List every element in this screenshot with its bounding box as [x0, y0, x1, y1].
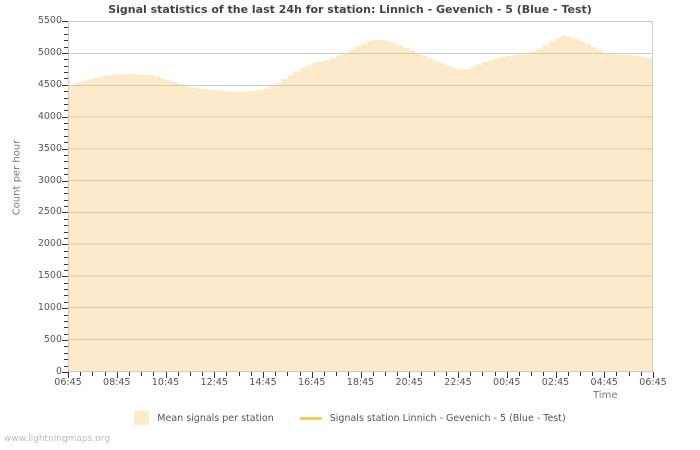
- legend-label: Signals station Linnich - Gevenich - 5 (…: [329, 412, 566, 424]
- x-axis-minor-tick: [238, 372, 240, 376]
- y-tick-label: 3500: [37, 142, 62, 154]
- x-axis-minor-tick: [445, 372, 447, 376]
- y-tick-label: 0: [55, 366, 62, 377]
- x-axis-minor-tick: [397, 372, 399, 376]
- x-axis-minor-tick: [287, 372, 289, 376]
- legend-item[interactable]: Signals station Linnich - Gevenich - 5 (…: [299, 412, 566, 424]
- x-axis-minor-tick: [323, 372, 325, 376]
- x-tick-label: 06:45: [639, 377, 667, 388]
- x-axis-minor-tick: [592, 372, 594, 376]
- x-axis-minor-tick: [128, 372, 130, 376]
- legend-area-swatch: [134, 411, 150, 425]
- x-axis-minor-tick: [202, 372, 204, 376]
- x-axis-minor-tick: [518, 372, 520, 376]
- legend-label: Mean signals per station: [157, 412, 274, 424]
- x-tick-label: 20:45: [395, 377, 423, 388]
- series-area-mean-signals: [69, 35, 652, 371]
- x-axis-minor-tick: [640, 372, 642, 376]
- y-axis-title: Count per hour: [11, 139, 23, 216]
- x-axis-minor-tick: [482, 372, 484, 376]
- x-tick-label: 14:45: [249, 377, 277, 388]
- x-axis-minor-tick: [384, 372, 386, 376]
- x-tick-label: 04:45: [590, 377, 618, 388]
- x-axis-minor-tick: [189, 372, 191, 376]
- y-tick-label: 4500: [37, 78, 62, 90]
- x-axis-minor-tick: [299, 372, 301, 376]
- y-tick-label: 2500: [37, 206, 62, 218]
- x-tick-label: 02:45: [541, 377, 570, 388]
- x-axis-minor-tick: [628, 372, 630, 376]
- x-axis-minor-tick: [92, 372, 94, 376]
- x-axis-minor-tick: [336, 372, 338, 376]
- x-axis-minor-tick: [372, 372, 374, 376]
- x-tick-label: 22:45: [444, 377, 472, 388]
- y-tick-label: 500: [43, 334, 62, 346]
- x-tick-label: 06:45: [54, 377, 82, 388]
- y-tick-label: 4000: [37, 110, 62, 122]
- y-tick-label: 3000: [37, 174, 62, 186]
- y-tick-label: 2000: [37, 238, 62, 250]
- x-axis-minor-tick: [470, 372, 472, 376]
- x-tick-label: 00:45: [493, 377, 521, 388]
- x-axis-minor-tick: [616, 372, 618, 376]
- x-axis-minor-tick: [579, 372, 581, 376]
- x-axis-minor-tick: [275, 372, 277, 376]
- chart-title: Signal statistics of the last 24h for st…: [108, 3, 592, 16]
- y-axis-labels: 0 500 1000 1500 2000 2500 3000 3500 4000 4500 5000…: [0, 0, 62, 450]
- legend-line-swatch: [299, 416, 322, 420]
- x-axis-minor-tick: [250, 372, 252, 376]
- x-axis-minor-tick: [531, 372, 533, 376]
- y-tick-label: 5000: [37, 46, 62, 58]
- y-axis-tick: [62, 372, 68, 373]
- y-tick-label: 5500: [37, 15, 62, 26]
- y-tick-label: 1000: [37, 302, 62, 314]
- x-axis-title: Time: [593, 390, 618, 401]
- x-axis-minor-tick: [348, 372, 350, 376]
- plot-svg: [69, 35, 652, 371]
- x-tick-label: 08:45: [103, 377, 131, 388]
- x-axis-minor-tick: [80, 372, 82, 376]
- x-axis-minor-tick: [141, 372, 143, 376]
- x-tick-label: 12:45: [200, 377, 228, 388]
- x-tick-label: 16:45: [298, 377, 326, 388]
- x-axis-minor-tick: [104, 372, 106, 376]
- x-axis-minor-tick: [153, 372, 155, 376]
- x-axis-minor-tick: [494, 372, 496, 376]
- x-tick-label: 18:45: [346, 377, 375, 388]
- x-axis-minor-tick: [543, 372, 545, 376]
- x-axis-minor-tick: [567, 372, 569, 376]
- y-tick-label: 1500: [37, 270, 62, 282]
- x-tick-label: 10:45: [151, 377, 180, 388]
- x-axis-minor-tick: [177, 372, 179, 376]
- plot-area: [68, 21, 653, 372]
- legend-item[interactable]: Mean signals per station: [134, 411, 274, 425]
- x-axis-minor-tick: [421, 372, 423, 376]
- x-axis-minor-tick: [226, 372, 228, 376]
- x-axis-minor-tick: [433, 372, 435, 376]
- chart-legend: Mean signals per station Signals station …: [0, 411, 700, 425]
- watermark-text: www.lightningmaps.org: [4, 434, 110, 444]
